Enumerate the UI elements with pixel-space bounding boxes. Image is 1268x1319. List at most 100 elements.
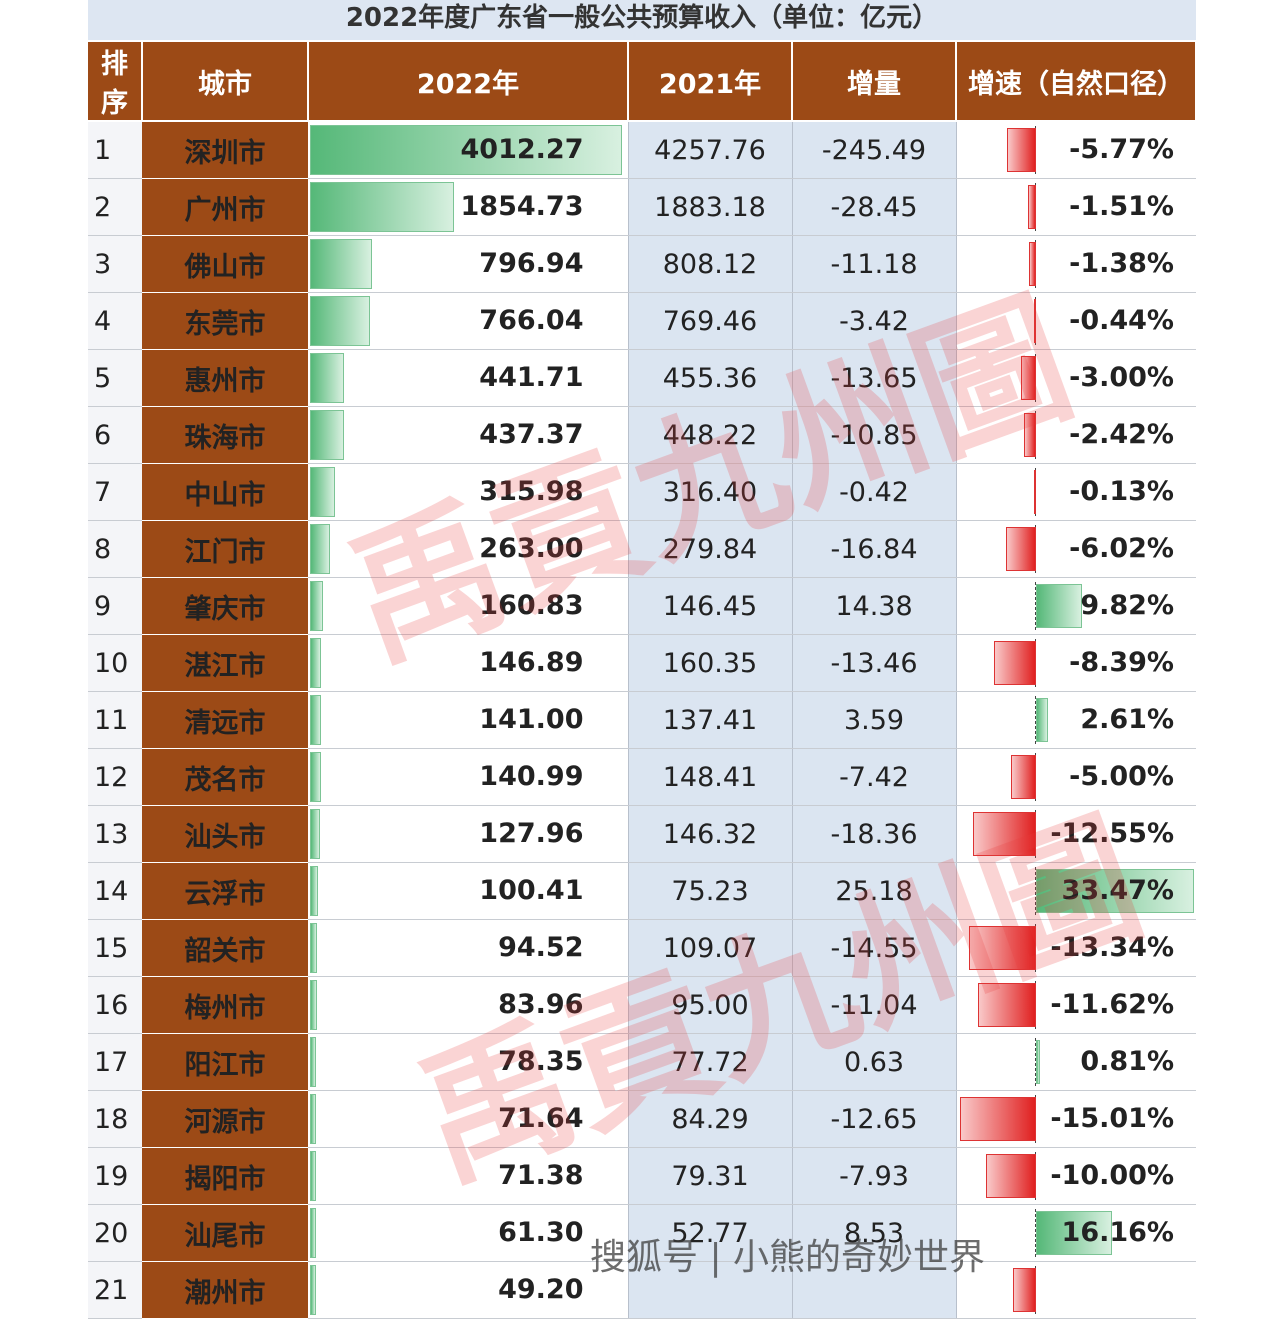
value-2021-cell: 84.29 [628,1090,793,1148]
growth-negative-cell [956,1147,1036,1205]
value-2022-bar [310,980,317,1030]
value-2021-cell: 1883.18 [628,178,793,236]
growth-positive-bar [1036,1211,1113,1255]
city-cell: 佛山市 [142,235,308,293]
value-2022-bar [310,866,318,916]
rank-cell: 4 [88,292,142,350]
value-2022-bar [310,182,455,232]
growth-rate-label: -1.51% [1069,191,1174,222]
growth-negative-bar [1028,185,1036,229]
growth-negative-cell [956,121,1036,179]
city-cell: 中山市 [142,463,308,521]
city-cell: 汕尾市 [142,1204,308,1262]
value-2022-bar [310,1094,316,1144]
rank-cell: 7 [88,463,142,521]
value-2021-cell: 455.36 [628,349,793,407]
growth-positive-cell: -10.00% [1036,1147,1196,1205]
value-2022-cell: 146.89 [308,634,629,692]
value-2021-cell: 109.07 [628,919,793,977]
value-2022-label: 796.94 [479,248,584,279]
growth-negative-bar [1005,527,1036,571]
growth-rate-label: -2.42% [1069,419,1174,450]
growth-positive-cell: -0.44% [1036,292,1196,350]
value-2022-bar [310,353,345,403]
value-2022-label: 4012.27 [460,134,584,165]
growth-axis-line [1035,867,1036,915]
value-2022-bar [310,1265,316,1315]
table-row: 20 汕尾市 61.30 52.77 8.53 16.16% [88,1204,1196,1262]
value-2022-label: 1854.73 [460,191,584,222]
increment-cell: -11.18 [792,235,957,293]
header-growth-rate: 增速（自然口径） [956,42,1197,122]
value-2022-label: 49.20 [498,1274,584,1305]
value-2022-label: 61.30 [498,1217,584,1248]
value-2022-bar [310,752,321,802]
growth-negative-cell [956,634,1036,692]
growth-positive-bar [1036,584,1083,628]
value-2021-cell: 146.32 [628,805,793,863]
rank-cell: 6 [88,406,142,464]
value-2022-label: 766.04 [479,305,584,336]
value-2021-cell: 79.31 [628,1147,793,1205]
increment-cell: 8.53 [792,1204,957,1262]
growth-rate-label: -1.38% [1069,248,1174,279]
city-cell: 阳江市 [142,1033,308,1091]
header-2022: 2022年 [308,42,629,122]
value-2021-cell: 808.12 [628,235,793,293]
growth-positive-cell [1036,1261,1196,1319]
table-title: 2022年度广东省一般公共预算收入（单位：亿元） [88,0,1196,40]
table-row: 13 汕头市 127.96 146.32 -18.36 -12.55% [88,805,1196,863]
increment-cell: -3.42 [792,292,957,350]
value-2022-bar [310,581,323,631]
value-2021-cell: 52.77 [628,1204,793,1262]
growth-negative-cell [956,805,1036,863]
value-2022-label: 315.98 [479,476,584,507]
increment-cell: -12.65 [792,1090,957,1148]
value-2022-cell: 263.00 [308,520,629,578]
value-2022-label: 100.41 [479,875,584,906]
city-cell: 茂名市 [142,748,308,806]
table-body: 1 深圳市 4012.27 4257.76 -245.49 -5.77% 2 广州市 1854.… [88,121,1196,1319]
increment-cell: -11.04 [792,976,957,1034]
growth-negative-bar [1034,470,1036,514]
growth-negative-cell [956,463,1036,521]
rank-cell: 8 [88,520,142,578]
growth-negative-bar [1033,299,1036,343]
value-2022-cell: 71.38 [308,1147,629,1205]
growth-rate-label: 16.16% [1061,1217,1174,1248]
rank-cell: 18 [88,1090,142,1148]
growth-axis-line [1035,696,1036,744]
growth-negative-bar [1010,755,1036,799]
table-row: 17 阳江市 78.35 77.72 0.63 0.81% [88,1033,1196,1091]
growth-positive-cell: -3.00% [1036,349,1196,407]
increment-cell: -28.45 [792,178,957,236]
city-cell: 肇庆市 [142,577,308,635]
value-2022-cell: 83.96 [308,976,629,1034]
growth-rate-label: -6.02% [1069,533,1174,564]
increment-cell: 14.38 [792,577,957,635]
increment-cell: 0.63 [792,1033,957,1091]
value-2021-cell: 279.84 [628,520,793,578]
value-2022-label: 71.38 [498,1160,584,1191]
growth-negative-bar [1029,242,1036,286]
table-row: 19 揭阳市 71.38 79.31 -7.93 -10.00% [88,1147,1196,1205]
value-2022-label: 94.52 [498,932,584,963]
growth-negative-bar [993,641,1036,685]
increment-cell: -13.65 [792,349,957,407]
growth-negative-cell [956,349,1036,407]
table-row: 8 江门市 263.00 279.84 -16.84 -6.02% [88,520,1196,578]
growth-axis-line [1035,1209,1036,1257]
growth-positive-cell: -15.01% [1036,1090,1196,1148]
value-2022-label: 141.00 [479,704,584,735]
growth-negative-cell [956,406,1036,464]
growth-negative-bar [1012,1268,1036,1312]
value-2022-bar [310,695,321,745]
increment-cell: -18.36 [792,805,957,863]
growth-negative-bar [1023,413,1036,457]
growth-positive-cell: 0.81% [1036,1033,1196,1091]
growth-rate-label: 9.82% [1080,590,1174,621]
growth-positive-cell: -5.00% [1036,748,1196,806]
header-increment: 增量 [792,42,957,122]
value-2022-label: 160.83 [479,590,584,621]
value-2021-cell: 316.40 [628,463,793,521]
